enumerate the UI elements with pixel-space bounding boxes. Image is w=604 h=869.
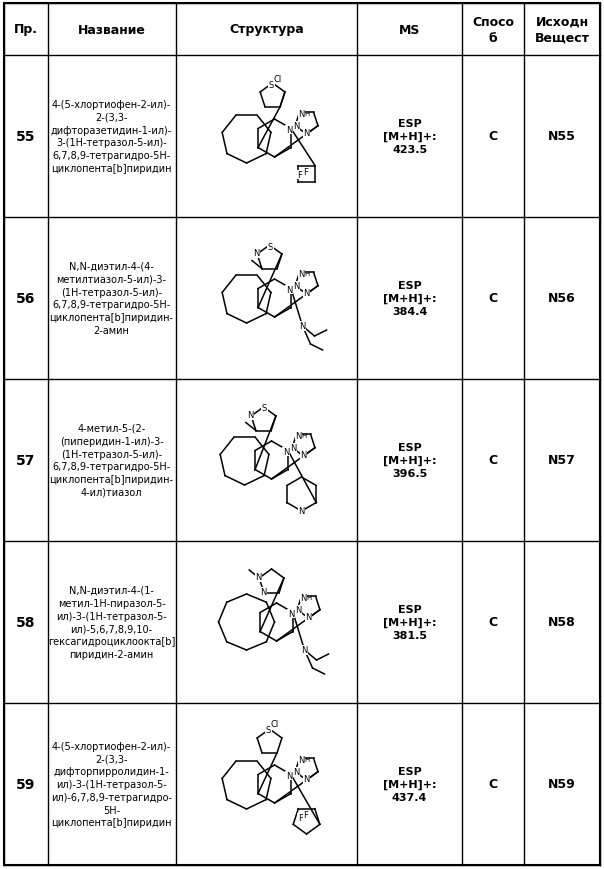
Text: 4-метил-5-(2-
(пиперидин-1-ил)-3-
(1Н-тетразол-5-ил)-
6,7,8,9-тетрагидро-5Н-
цик: 4-метил-5-(2- (пиперидин-1-ил)-3- (1Н-те…: [50, 423, 173, 497]
Text: H: H: [305, 111, 310, 117]
Text: N55: N55: [548, 130, 576, 143]
Text: N: N: [290, 444, 297, 453]
Text: ESP
[M+H]+:
384.4: ESP [M+H]+: 384.4: [383, 282, 436, 316]
Text: N: N: [303, 774, 310, 784]
Text: N: N: [300, 451, 307, 460]
Text: N56: N56: [548, 292, 576, 305]
Text: C: C: [489, 292, 498, 305]
Text: Пр.: Пр.: [14, 23, 38, 36]
Text: Спосо
б: Спосо б: [472, 16, 514, 44]
Text: C: C: [489, 616, 498, 629]
Text: N: N: [293, 122, 300, 131]
Text: N: N: [298, 755, 304, 764]
Text: N: N: [293, 282, 300, 291]
Text: S: S: [262, 404, 267, 413]
Text: N: N: [286, 126, 292, 135]
Text: 56: 56: [16, 292, 36, 306]
Text: ESP
[M+H]+:
423.5: ESP [M+H]+: 423.5: [383, 119, 436, 155]
Text: N: N: [247, 411, 253, 420]
Text: Cl: Cl: [274, 75, 281, 83]
Text: ESP
[M+H]+:
437.4: ESP [M+H]+: 437.4: [383, 766, 436, 801]
Text: N: N: [295, 431, 301, 441]
Text: H: H: [302, 433, 307, 439]
Text: N: N: [293, 767, 300, 776]
Text: N58: N58: [548, 616, 576, 629]
Text: N: N: [300, 594, 307, 602]
Text: N: N: [288, 609, 294, 618]
Text: C: C: [489, 130, 498, 143]
Text: 57: 57: [16, 454, 36, 468]
Text: F: F: [298, 813, 303, 822]
Text: 55: 55: [16, 129, 36, 144]
Text: N,N-диэтил-4-(4-
метилтиазол-5-ил)-3-
(1Н-тетразол-5-ил)-
6,7,8,9-тетрагидро-5Н-: N,N-диэтил-4-(4- метилтиазол-5-ил)-3- (1…: [50, 262, 173, 335]
Text: F: F: [303, 810, 308, 819]
Text: MS: MS: [399, 23, 420, 36]
Text: F: F: [304, 168, 309, 176]
Text: H: H: [305, 756, 310, 762]
Text: F: F: [298, 171, 303, 180]
Text: N: N: [286, 771, 292, 780]
Text: ESP
[M+H]+:
381.5: ESP [M+H]+: 381.5: [383, 605, 436, 640]
Text: N: N: [300, 322, 306, 331]
Text: N: N: [253, 249, 259, 258]
Text: H: H: [305, 271, 310, 277]
Text: Структура: Структура: [229, 23, 304, 36]
Text: N,N-диэтил-4-(1-
метил-1Н-пиразол-5-
ил)-3-(1Н-тетразол-5-
ил)-5,6,7,8,9,10-
гек: N,N-диэтил-4-(1- метил-1Н-пиразол-5- ил)…: [48, 586, 175, 660]
Text: Название: Название: [78, 23, 146, 36]
Text: N: N: [298, 269, 304, 278]
Text: N59: N59: [548, 778, 576, 791]
Text: N: N: [283, 448, 289, 456]
Text: N: N: [286, 286, 292, 295]
Text: S: S: [266, 726, 271, 734]
Text: N: N: [255, 573, 262, 582]
Text: 4-(5-хлортиофен-2-ил)-
2-(3,3-
дифторпирролидин-1-
ил)-3-(1Н-тетразол-5-
ил)-6,7: 4-(5-хлортиофен-2-ил)- 2-(3,3- дифторпир…: [51, 740, 172, 827]
Text: N: N: [301, 646, 307, 654]
Text: 58: 58: [16, 615, 36, 629]
Text: C: C: [489, 454, 498, 467]
Text: Cl: Cl: [271, 720, 278, 729]
Text: S: S: [269, 81, 274, 90]
Text: Исходн
Вещест: Исходн Вещест: [535, 16, 590, 44]
Text: N: N: [260, 587, 266, 596]
Text: N57: N57: [548, 454, 576, 467]
Text: 4-(5-хлортиофен-2-ил)-
2-(3,3-
дифторазетидин-1-ил)-
3-(1Н-тетразол-5-ил)-
6,7,8: 4-(5-хлортиофен-2-ил)- 2-(3,3- дифторазе…: [51, 100, 172, 174]
Text: N: N: [298, 506, 305, 515]
Text: N: N: [303, 129, 310, 138]
Text: N: N: [298, 109, 304, 119]
Text: N: N: [303, 289, 310, 298]
Text: N: N: [295, 606, 301, 614]
Text: H: H: [307, 594, 312, 600]
Text: ESP
[M+H]+:
396.5: ESP [M+H]+: 396.5: [383, 443, 436, 478]
Text: C: C: [489, 778, 498, 791]
Text: S: S: [268, 242, 273, 251]
Text: 59: 59: [16, 777, 36, 791]
Text: N: N: [306, 613, 312, 622]
